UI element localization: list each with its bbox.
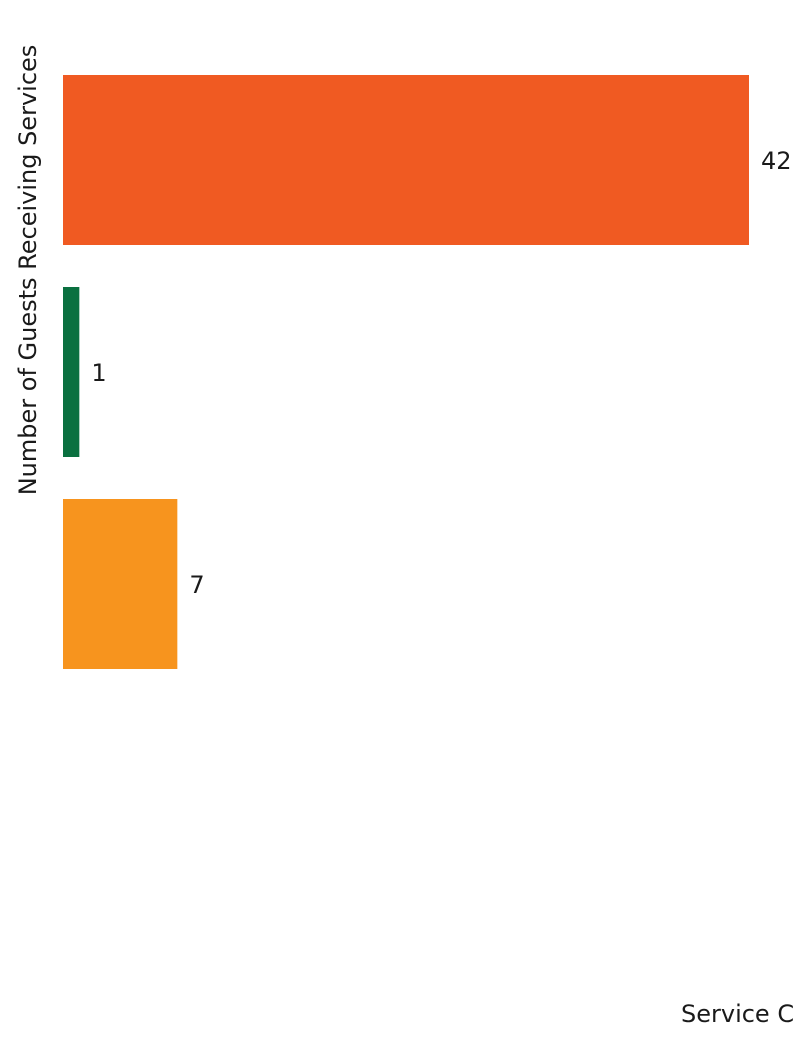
x-axis-label: Service C <box>681 1000 795 1028</box>
bar-value-label-2: 7 <box>189 571 204 599</box>
bar-value-label-1: 1 <box>91 359 106 387</box>
bar-0 <box>63 75 749 245</box>
bar-value-label-0: 42 <box>761 147 792 175</box>
bar-1 <box>63 287 80 457</box>
bar-2 <box>63 499 178 669</box>
